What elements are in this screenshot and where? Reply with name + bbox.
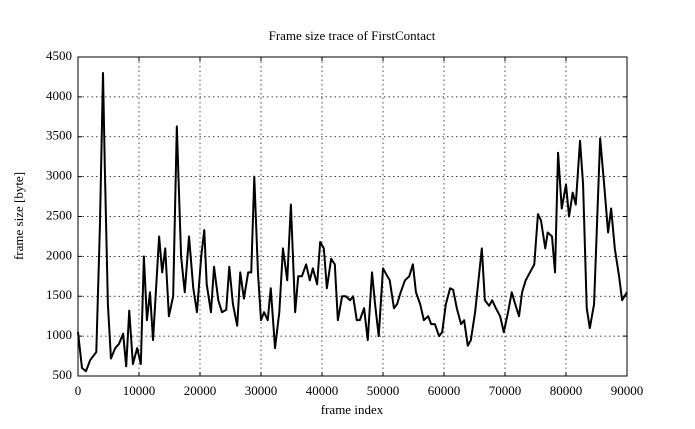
data-line <box>77 71 628 373</box>
x-tick-label: 0 <box>75 383 82 398</box>
y-tick-label: 4500 <box>46 48 72 63</box>
x-tick-label: 50000 <box>367 383 400 398</box>
x-tick-label: 90000 <box>611 383 644 398</box>
y-tick-label: 500 <box>53 367 73 382</box>
y-tick-label: 1500 <box>46 287 72 302</box>
y-tick-label: 3000 <box>46 168 72 183</box>
x-tick-label: 60000 <box>428 383 461 398</box>
y-tick-label: 2500 <box>46 207 72 222</box>
x-tick-label: 20000 <box>184 383 217 398</box>
y-axis-label: frame size [byte] <box>11 172 26 260</box>
y-tick-label: 3500 <box>46 128 72 143</box>
y-tick-label: 1000 <box>46 327 72 342</box>
x-tick-label: 30000 <box>245 383 278 398</box>
x-tick-label: 40000 <box>306 383 339 398</box>
chart-title: Frame size trace of FirstContact <box>269 28 436 43</box>
x-tick-label: 80000 <box>550 383 583 398</box>
x-tick-label: 70000 <box>489 383 522 398</box>
y-tick-label: 4000 <box>46 88 72 103</box>
x-axis-label: frame index <box>321 402 384 417</box>
y-tick-label: 2000 <box>46 247 72 262</box>
x-tick-label: 10000 <box>123 383 156 398</box>
